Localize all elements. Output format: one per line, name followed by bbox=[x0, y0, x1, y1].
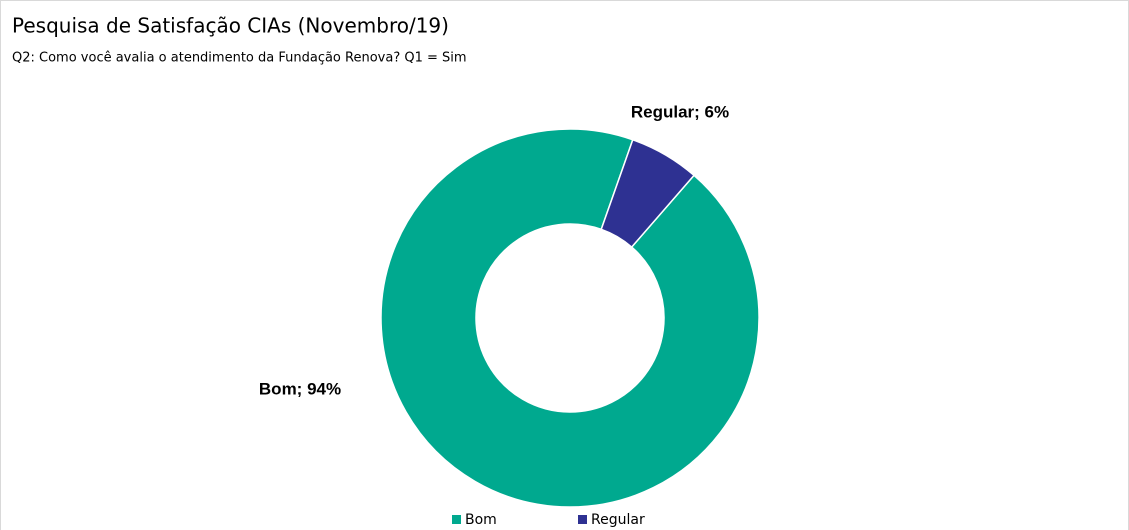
legend-swatch bbox=[578, 515, 587, 524]
chart-title: Pesquisa de Satisfação CIAs (Novembro/19… bbox=[12, 14, 449, 38]
legend-swatch bbox=[452, 515, 461, 524]
legend-label: Bom bbox=[465, 512, 497, 528]
data-label: Bom; 94% bbox=[259, 379, 341, 398]
donut-slice bbox=[380, 128, 760, 508]
chart-subtitle: Q2: Como você avalia o atendimento da Fu… bbox=[12, 51, 467, 66]
donut-slice bbox=[600, 138, 696, 249]
legend-label: Regular bbox=[591, 512, 645, 528]
data-label: Regular; 6% bbox=[631, 102, 729, 121]
